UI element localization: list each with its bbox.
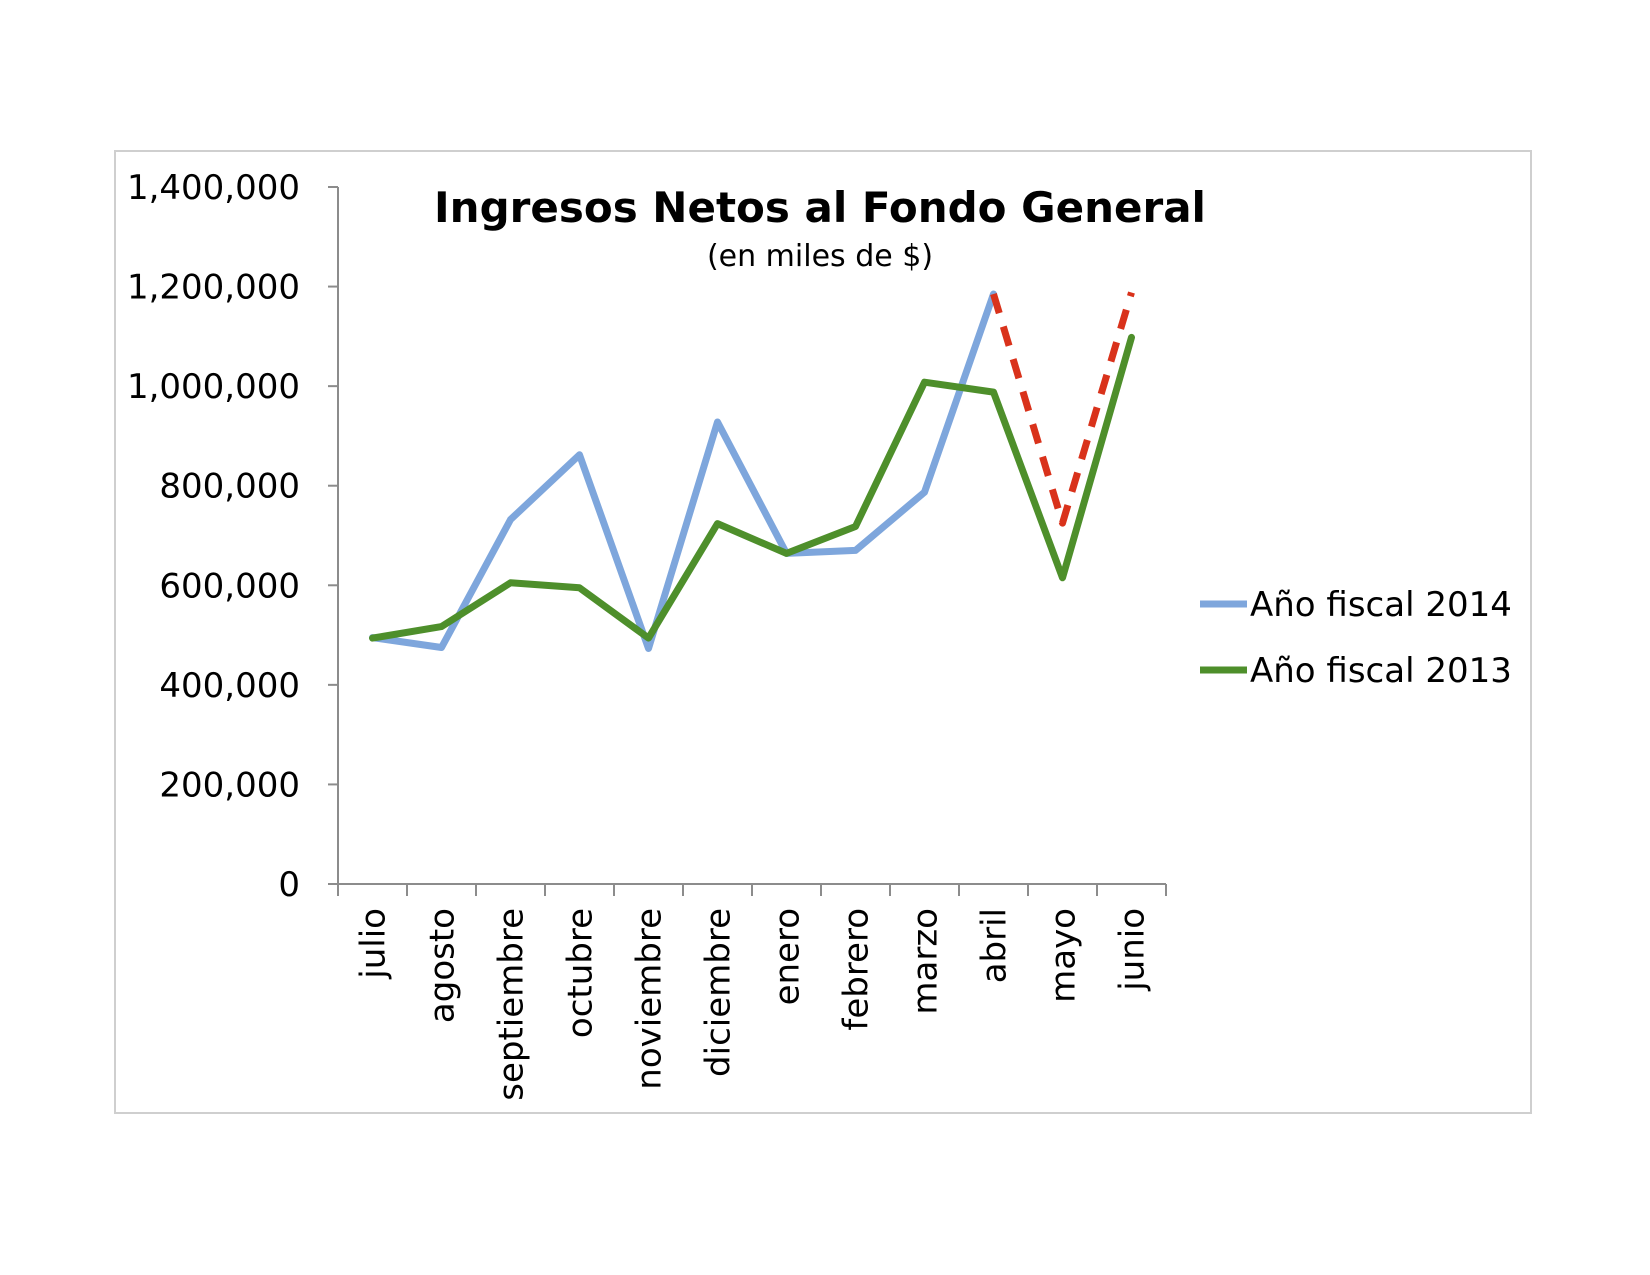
y-tick-label: 600,000 [159,566,300,606]
y-tick-label: 400,000 [159,666,300,706]
series-line-0 [369,290,997,652]
y-tick-label: 1,200,000 [127,268,300,308]
y-tick-label: 0 [278,865,300,905]
series-line-1 [369,333,1135,642]
x-tick-label: enero [768,908,808,1005]
y-tick-label: 1,400,000 [127,168,300,208]
legend-label: Año fiscal 2013 [1250,651,1512,691]
chart-subtitle: (en miles de $) [707,239,933,274]
y-tick-label: 800,000 [159,467,300,507]
x-tick-label: agosto [423,908,463,1023]
x-tick-label: octubre [561,908,601,1038]
x-tick-label: abril [975,908,1015,983]
legend-label: Año fiscal 2014 [1250,585,1512,625]
x-tick-label: marzo [906,908,946,1015]
y-tick-label: 200,000 [159,765,300,805]
x-tick-label: mayo [1044,908,1084,1003]
axes: 0 200,000 400,000 600,000 800,000 1,000,000 1,… [127,168,1167,1101]
x-tick-label: diciembre [699,908,739,1077]
projection-dashed-line [990,291,1135,527]
x-tick-label: noviembre [630,908,670,1090]
x-tick-label: septiembre [492,908,532,1101]
series-layer [369,290,1135,652]
y-tick-label: 1,000,000 [127,367,300,407]
chart-frame [114,150,1532,1114]
chart-title: Ingresos Netos al Fondo General [434,183,1206,232]
x-tick-label: julio [354,908,394,980]
legend: Año fiscal 2014 Año fiscal 2013 [1200,585,1512,691]
x-tick-label: junio [1113,908,1153,992]
x-tick-label: febrero [837,908,877,1031]
